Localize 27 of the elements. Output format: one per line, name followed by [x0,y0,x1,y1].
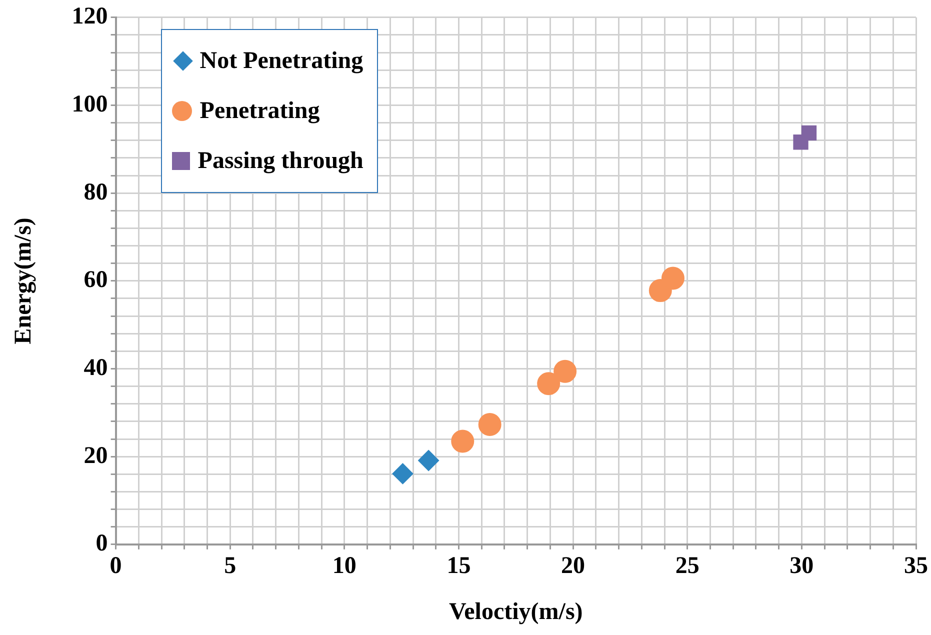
legend-label: Penetrating [200,98,320,125]
point [451,430,474,453]
y-tick-label: 0 [96,530,108,557]
x-axis-title: Veloctiy(m/s) [449,598,583,625]
point [478,413,502,436]
point [418,450,440,472]
y-tick-label: 100 [72,91,108,118]
x-tick-label: 20 [561,553,586,580]
x-tick-label: 10 [332,553,356,580]
x-tick-label: 5 [224,553,236,580]
y-tick-label: 80 [84,179,108,206]
legend-label: Passing through [198,148,364,175]
y-tick-label: 20 [84,442,108,469]
point [661,266,684,290]
y-tick-label: 60 [84,267,108,294]
point [801,125,817,140]
y-axis-title: Energy(m/s) [10,218,37,344]
y-tick-label: 40 [84,354,108,381]
legend-label: Not Penetrating [200,48,364,75]
x-tick-label: 15 [446,553,471,580]
x-tick-label: 30 [790,553,814,580]
point [554,360,577,383]
point [537,372,560,396]
y-tick-label: 120 [72,4,108,30]
point [392,463,414,484]
x-tick-label: 35 [904,553,928,580]
x-tick-label: 25 [675,553,700,580]
